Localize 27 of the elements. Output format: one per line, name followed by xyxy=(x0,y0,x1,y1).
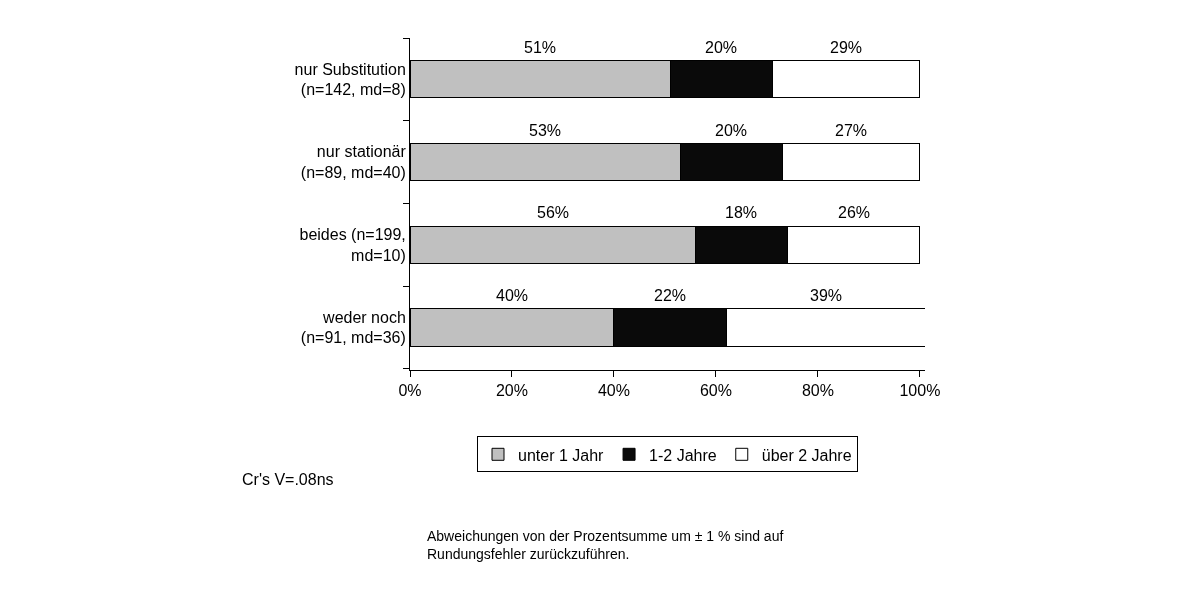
x-tick-label: 20% xyxy=(495,382,528,400)
x-tick-label: 60% xyxy=(699,382,732,400)
text: Abweichungen von der Prozentsumme um ± 1 % sind auf Rundungsfehler zurückzuführen. xyxy=(427,528,784,563)
data-label: 40% xyxy=(496,287,529,304)
data-label: 56% xyxy=(537,204,570,221)
data-label: 20% xyxy=(715,122,748,139)
x-tick-label: 80% xyxy=(801,382,834,400)
y-tick-label: nur stationär (n=89, md=40) xyxy=(300,143,407,182)
x-tick-label: 0% xyxy=(398,382,422,400)
x-tick-label: 40% xyxy=(597,382,630,400)
data-label: 22% xyxy=(654,287,687,304)
legend-label: 1-2 Jahre xyxy=(649,446,717,464)
data-label: 39% xyxy=(810,287,843,304)
x-tick-label: 100% xyxy=(899,382,941,400)
legend-label: über 2 Jahre xyxy=(761,446,852,464)
y-tick-label: nur Substitution (n=142, md=8) xyxy=(294,60,406,99)
legend-label: unter 1 Jahr xyxy=(518,446,605,464)
y-tick-label: weder noch (n=91, md=36) xyxy=(300,308,406,347)
data-label: 18% xyxy=(725,204,758,221)
y-tick-label: beides (n=199, md=10) xyxy=(299,225,406,264)
data-label: 29% xyxy=(830,39,863,56)
text: Cr's V=.08ns xyxy=(242,471,334,488)
data-label: 51% xyxy=(524,39,557,56)
data-label: 26% xyxy=(838,204,871,221)
data-label: 53% xyxy=(529,122,562,139)
data-label: 27% xyxy=(835,122,868,139)
data-label: 20% xyxy=(705,39,738,56)
